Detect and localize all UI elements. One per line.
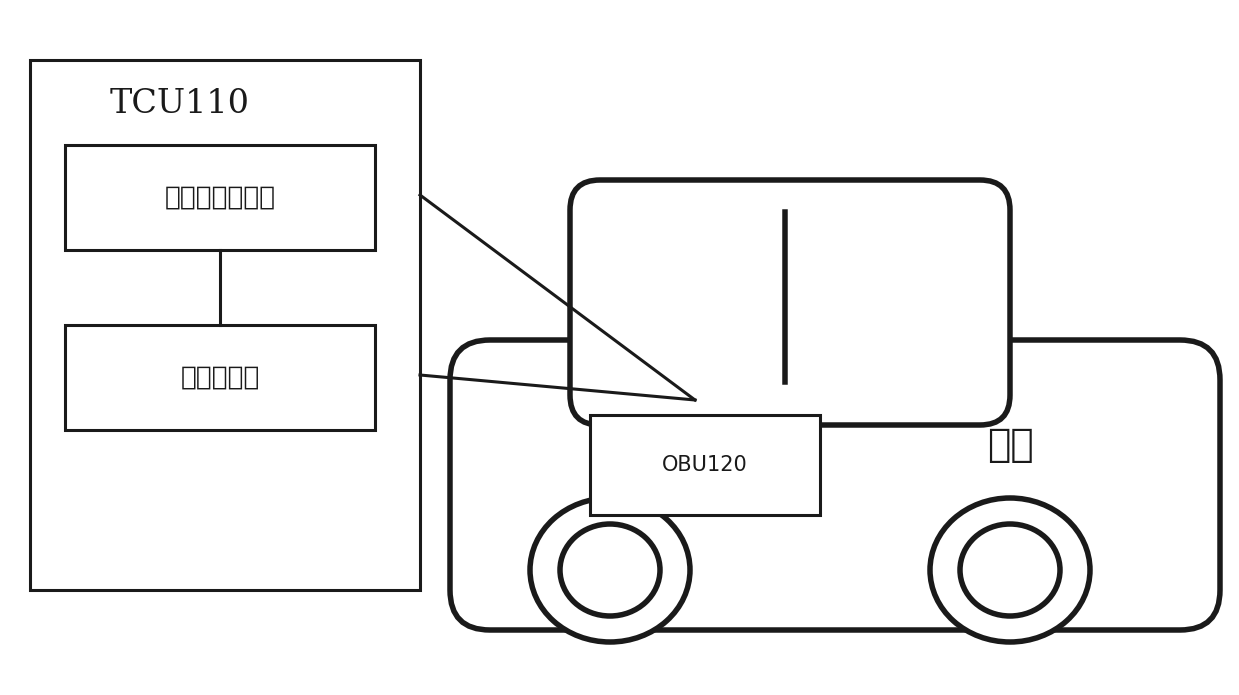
Bar (590, 415, 820, 515)
Ellipse shape (930, 498, 1090, 642)
Bar (64, 325, 375, 430)
Text: 地图服务器: 地图服务器 (181, 364, 260, 391)
Text: 区域生成服务器: 区域生成服务器 (165, 184, 275, 211)
Text: 车辆: 车辆 (986, 426, 1033, 464)
FancyBboxPatch shape (450, 340, 1220, 630)
FancyBboxPatch shape (570, 180, 1010, 425)
Text: OBU120: OBU120 (662, 455, 748, 475)
Ellipse shape (530, 498, 690, 642)
Bar (30, 60, 420, 590)
Bar (64, 145, 375, 250)
Ellipse shape (560, 524, 660, 616)
Text: TCU110: TCU110 (110, 88, 250, 120)
Ellipse shape (960, 524, 1061, 616)
